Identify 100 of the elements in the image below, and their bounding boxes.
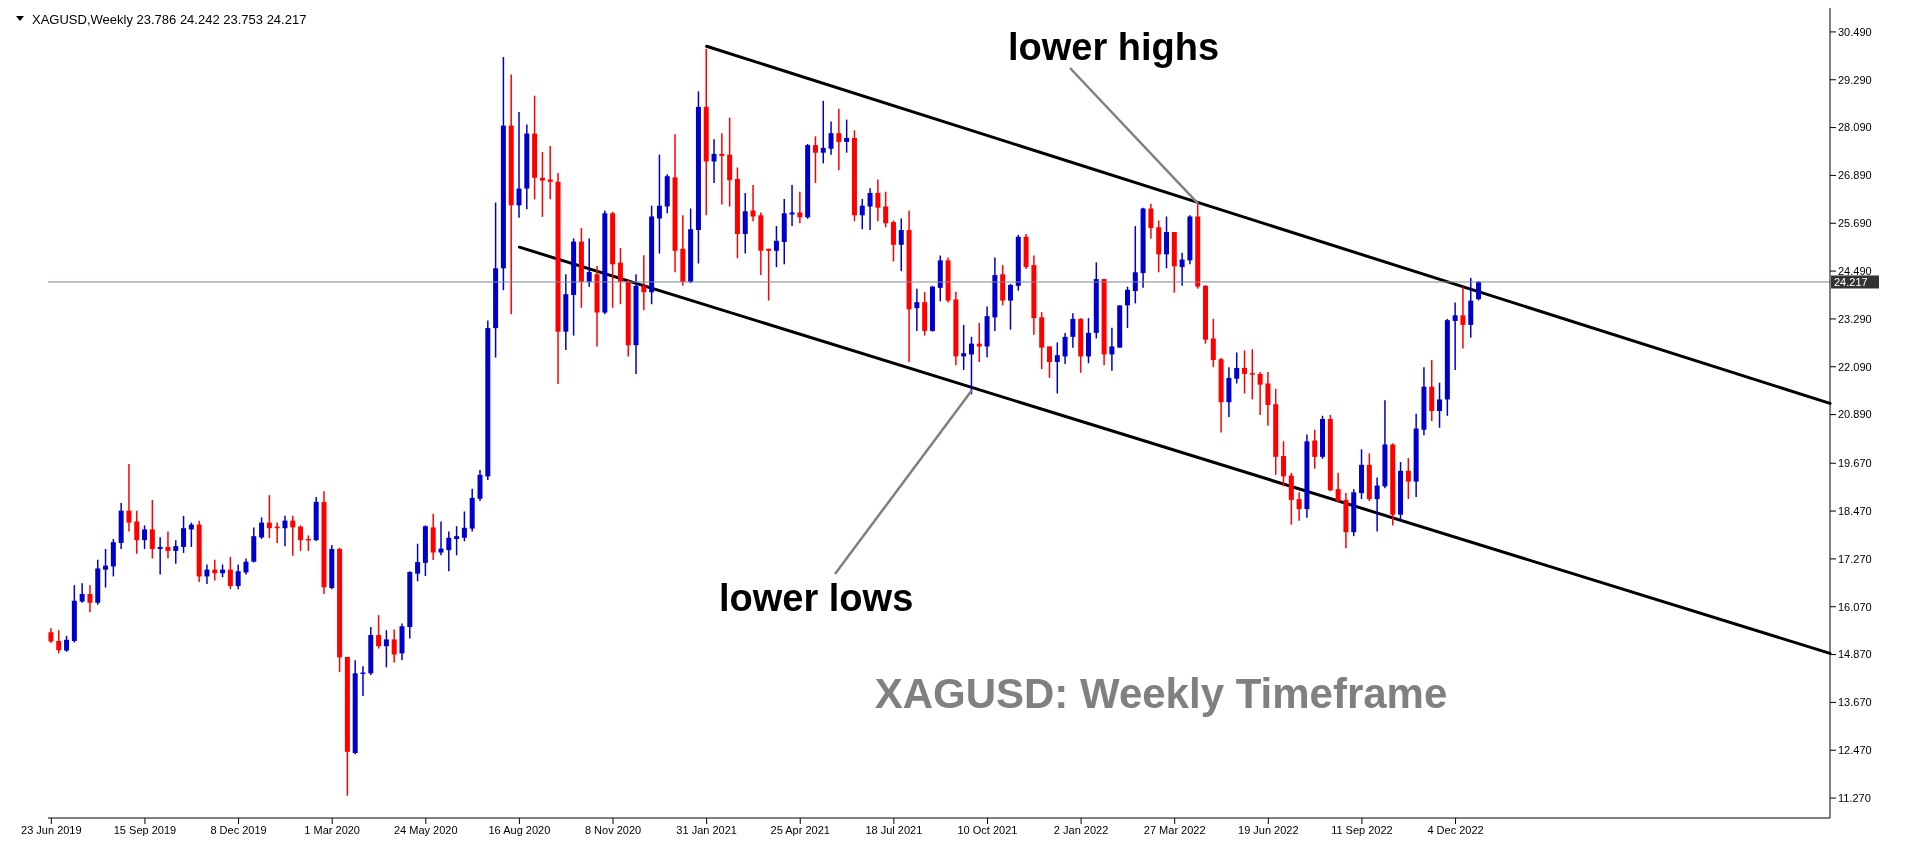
annotation: lower highs bbox=[1008, 26, 1220, 68]
candlestick bbox=[742, 192, 748, 255]
candlestick bbox=[1437, 381, 1443, 429]
y-tick-label: 20.890 bbox=[1838, 408, 1872, 421]
candlestick bbox=[961, 324, 967, 371]
candlestick bbox=[1179, 252, 1185, 287]
y-tick-label: 29.290 bbox=[1838, 73, 1872, 86]
candlestick bbox=[890, 219, 896, 263]
candlestick bbox=[836, 108, 842, 171]
candlestick bbox=[898, 217, 904, 272]
candlestick bbox=[383, 629, 389, 669]
x-tick-label: 24 May 2020 bbox=[393, 823, 458, 836]
candlestick bbox=[1062, 332, 1068, 365]
candlestick bbox=[617, 247, 623, 305]
candlestick bbox=[56, 629, 62, 655]
x-tick-label: 15 Sep 2019 bbox=[113, 823, 177, 836]
y-tick-label: 25.690 bbox=[1838, 217, 1872, 230]
candlestick bbox=[454, 525, 460, 557]
candlestick bbox=[259, 516, 265, 540]
x-tick-label: 16 Aug 2020 bbox=[488, 823, 551, 836]
candlestick bbox=[1312, 428, 1318, 470]
x-tick-label: 18 Jul 2021 bbox=[865, 823, 923, 836]
candlestick bbox=[376, 614, 382, 650]
candlestick bbox=[1132, 225, 1138, 305]
candlestick bbox=[438, 520, 444, 557]
candlestick bbox=[875, 178, 881, 223]
candlestick bbox=[828, 120, 834, 156]
candlestick bbox=[1234, 351, 1240, 385]
candlestick bbox=[391, 628, 397, 664]
candlestick bbox=[1148, 202, 1154, 240]
candlestick bbox=[79, 582, 85, 604]
candlestick bbox=[126, 463, 132, 533]
candlestick bbox=[1210, 318, 1216, 368]
x-tick-label: 8 Nov 2020 bbox=[584, 823, 642, 836]
candlestick bbox=[1281, 440, 1287, 488]
candlestick bbox=[1007, 283, 1013, 331]
candlestick bbox=[547, 145, 553, 201]
candlestick bbox=[1374, 476, 1380, 533]
candlestick bbox=[1296, 491, 1302, 522]
candlestick bbox=[586, 237, 592, 288]
candlestick bbox=[1054, 341, 1060, 395]
candlestick bbox=[641, 254, 647, 311]
candlestick bbox=[165, 530, 171, 560]
candlestick bbox=[149, 499, 155, 560]
y-tick-label: 13.670 bbox=[1838, 696, 1872, 709]
candlestick bbox=[867, 187, 873, 231]
candlestick bbox=[820, 100, 826, 165]
candlestick bbox=[1460, 285, 1466, 350]
candlestick bbox=[766, 248, 772, 302]
x-tick-label: 2 Jan 2022 bbox=[1053, 823, 1109, 836]
candlestick bbox=[914, 287, 920, 332]
candlestick bbox=[773, 225, 779, 268]
candlestick bbox=[844, 118, 850, 154]
annotation: XAGUSD,Weekly 23.786 24.242 23.753 24.217 bbox=[32, 12, 307, 27]
x-tick-label: 4 Dec 2022 bbox=[1427, 823, 1484, 836]
candlestick bbox=[415, 543, 421, 582]
candlestick bbox=[282, 515, 288, 547]
candlestick bbox=[103, 548, 109, 589]
candlestick bbox=[134, 509, 140, 555]
x-tick-label: 23 Jun 2019 bbox=[21, 823, 82, 836]
y-tick-label: 16.070 bbox=[1838, 600, 1872, 613]
candlestick bbox=[477, 469, 483, 502]
y-tick-label: 26.890 bbox=[1838, 169, 1872, 182]
candlestick bbox=[446, 530, 452, 572]
x-tick-label: 25 Apr 2021 bbox=[770, 823, 830, 836]
candlestick bbox=[1070, 312, 1076, 349]
candlestick bbox=[157, 536, 163, 576]
candlestick bbox=[87, 584, 93, 614]
x-tick-label: 11 Sep 2022 bbox=[1331, 823, 1393, 836]
y-tick-label: 18.470 bbox=[1838, 504, 1872, 517]
candlestick bbox=[142, 524, 148, 550]
x-tick-label: 27 Mar 2022 bbox=[1143, 823, 1206, 836]
candlestick bbox=[1242, 349, 1248, 395]
annotation: lower lows bbox=[719, 577, 914, 619]
y-tick-label: 23.290 bbox=[1838, 312, 1872, 325]
y-tick-label: 11.270 bbox=[1838, 791, 1871, 804]
candlestick bbox=[797, 191, 803, 225]
candlestick bbox=[1046, 345, 1052, 379]
candlestick bbox=[968, 336, 974, 396]
candlestick bbox=[1164, 215, 1169, 270]
x-tick-label: 1 Mar 2020 bbox=[304, 823, 361, 836]
x-tick-label: 8 Dec 2019 bbox=[210, 823, 267, 836]
y-tick-label: 14.870 bbox=[1838, 648, 1872, 661]
y-tick-label: 24.490 bbox=[1838, 265, 1872, 277]
candlestick bbox=[1109, 326, 1115, 372]
candlestick bbox=[719, 132, 725, 206]
candlestick bbox=[173, 539, 179, 565]
x-tick-label: 10 Oct 2021 bbox=[957, 823, 1018, 836]
candlestick bbox=[656, 153, 662, 255]
candlestick bbox=[1335, 472, 1341, 503]
candlestick bbox=[1085, 317, 1091, 364]
candlestick bbox=[1125, 285, 1130, 329]
candlestick bbox=[516, 111, 522, 219]
candlestick bbox=[1265, 371, 1271, 427]
candlestick bbox=[789, 184, 795, 227]
y-tick-label: 22.090 bbox=[1838, 360, 1872, 373]
candlestick bbox=[298, 524, 304, 552]
x-tick-label: 19 Jun 2022 bbox=[1238, 823, 1299, 836]
candlestick bbox=[812, 135, 818, 184]
candlestick bbox=[883, 191, 889, 228]
